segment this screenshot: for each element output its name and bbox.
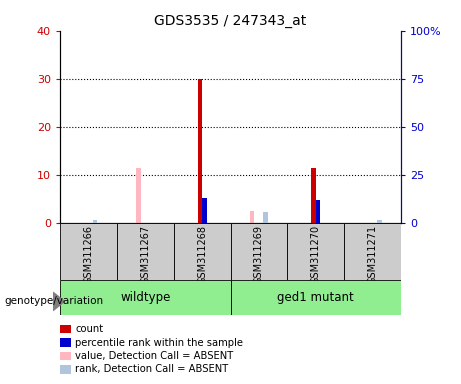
Bar (377, 220, 382, 223)
Bar (230, 223, 287, 280)
Text: GSM311269: GSM311269 (254, 225, 264, 284)
Bar (311, 167, 316, 223)
Bar (344, 223, 401, 280)
Text: percentile rank within the sample: percentile rank within the sample (75, 338, 243, 348)
Text: value, Detection Call = ABSENT: value, Detection Call = ABSENT (75, 351, 233, 361)
Bar (264, 212, 268, 223)
Bar (197, 79, 202, 223)
Bar (202, 198, 207, 223)
Title: GDS3535 / 247343_at: GDS3535 / 247343_at (154, 14, 307, 28)
Bar (316, 200, 320, 223)
Text: wildtype: wildtype (120, 291, 171, 304)
Bar (230, 280, 401, 315)
Bar (60, 280, 230, 315)
Text: ged1 mutant: ged1 mutant (278, 291, 354, 304)
Text: rank, Detection Call = ABSENT: rank, Detection Call = ABSENT (75, 364, 228, 374)
Text: GSM311266: GSM311266 (83, 225, 94, 284)
Text: GSM311270: GSM311270 (311, 225, 321, 284)
Bar (250, 211, 254, 223)
Text: GSM311268: GSM311268 (197, 225, 207, 284)
Bar (117, 223, 174, 280)
Text: GSM311267: GSM311267 (140, 225, 150, 284)
Bar (136, 167, 141, 223)
Bar (93, 220, 97, 223)
Bar (60, 223, 117, 280)
Text: GSM311271: GSM311271 (367, 225, 378, 284)
Bar (174, 223, 230, 280)
Text: count: count (75, 324, 103, 334)
Polygon shape (53, 292, 65, 311)
Bar (287, 223, 344, 280)
Text: genotype/variation: genotype/variation (5, 296, 104, 306)
